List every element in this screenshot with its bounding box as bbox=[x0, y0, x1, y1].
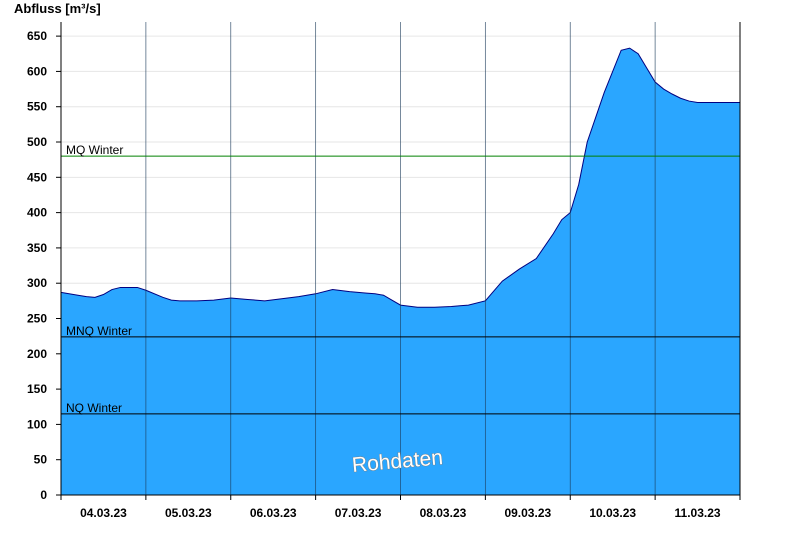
x-tick-label: 04.03.23 bbox=[80, 506, 127, 520]
y-tick-label: 300 bbox=[27, 276, 47, 290]
y-tick-label: 200 bbox=[27, 347, 47, 361]
watermark-text: Rohdaten bbox=[351, 446, 444, 477]
y-tick-label: 50 bbox=[34, 453, 48, 467]
y-tick-label: 550 bbox=[27, 100, 47, 114]
discharge-line bbox=[60, 47, 740, 308]
y-tick-label: 450 bbox=[27, 170, 47, 184]
x-tick-label: 10.03.23 bbox=[589, 506, 636, 520]
reference-line-label: NQ Winter bbox=[66, 401, 122, 415]
reference-line-layer: MQ Winter MNQ Winter NQ Winter bbox=[61, 143, 740, 415]
reference-line-label: MQ Winter bbox=[66, 143, 123, 157]
x-tick-label: 06.03.23 bbox=[250, 506, 297, 520]
x-tick-label: 09.03.23 bbox=[504, 506, 551, 520]
y-tick-label: 650 bbox=[27, 29, 47, 43]
x-tick-label: 08.03.23 bbox=[420, 506, 467, 520]
y-tick-label: 150 bbox=[27, 382, 47, 396]
y-tick-label: 350 bbox=[27, 241, 47, 255]
day-divider-layer bbox=[145, 22, 656, 495]
y-axis-title: Abfluss [m³/s] bbox=[14, 1, 101, 16]
y-tick-label: 250 bbox=[27, 312, 47, 326]
x-tick-label: 05.03.23 bbox=[165, 506, 212, 520]
y-tick-label: 600 bbox=[27, 64, 47, 78]
x-tick-label: 07.03.23 bbox=[335, 506, 382, 520]
reference-line-label: MNQ Winter bbox=[66, 324, 132, 338]
y-tick-label: 0 bbox=[40, 488, 47, 502]
y-tick-label: 400 bbox=[27, 206, 47, 220]
y-tick-label: 500 bbox=[27, 135, 47, 149]
y-tick-label: 100 bbox=[27, 417, 47, 431]
x-tick-label: 11.03.23 bbox=[675, 506, 721, 520]
axis-layer: 0 50 100 150 200 250 300 350 400 450 500 550 600 650 0… bbox=[27, 22, 741, 520]
